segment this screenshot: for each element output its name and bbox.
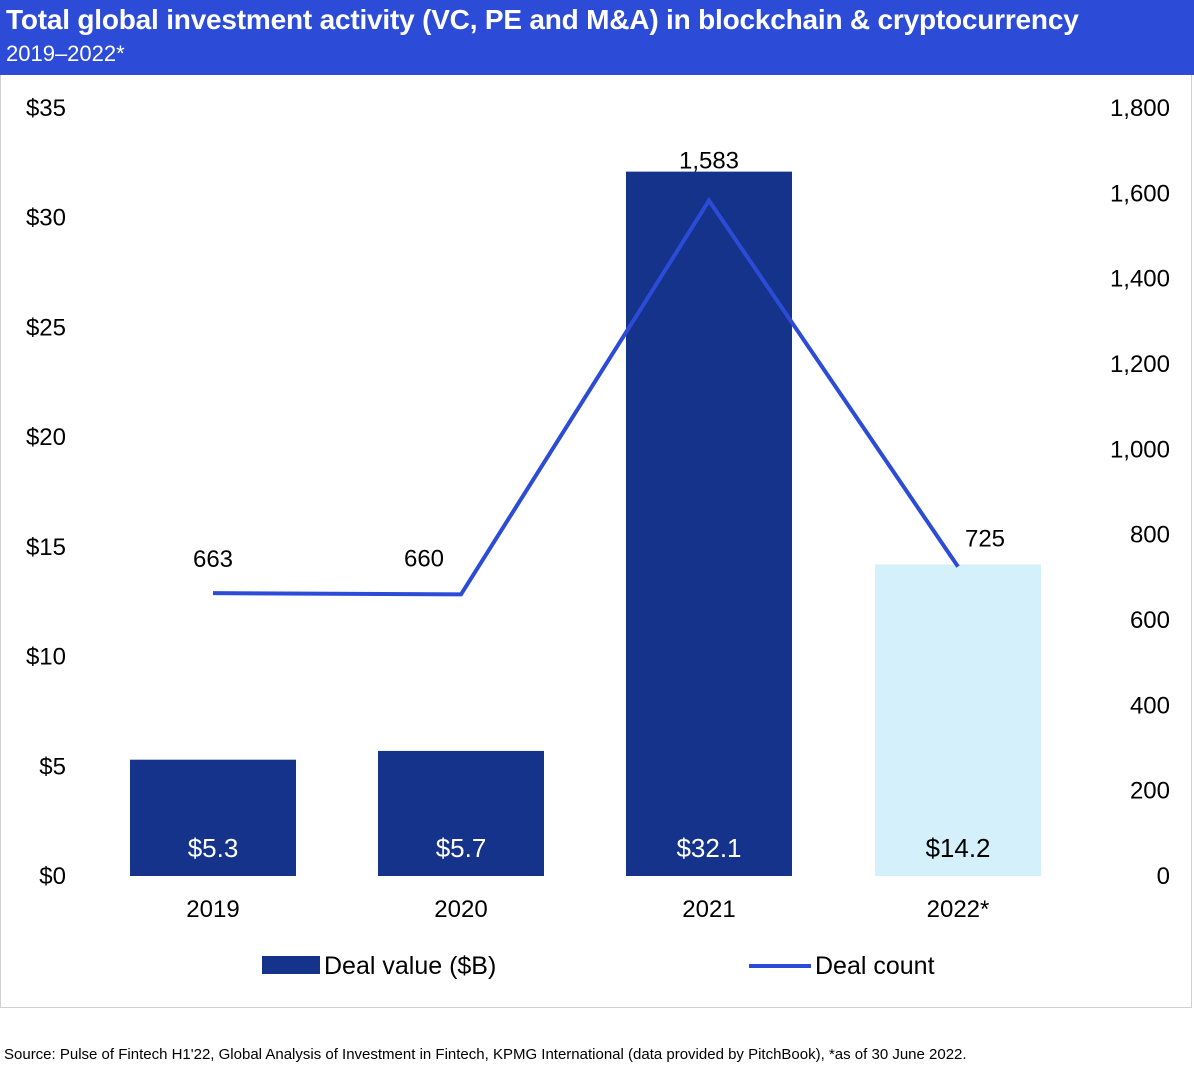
bar-2019 <box>130 759 296 876</box>
x-axis: 2019 2020 2021 2022* <box>186 896 989 923</box>
line-value-labels: 663 660 1,583 725 <box>193 148 1005 574</box>
bar-value-label: $5.3 <box>188 833 239 863</box>
combo-chart: $0 $5 $10 $15 $20 $25 $30 $35 0 200 400 600 800 1,00… <box>26 95 1170 980</box>
left-tick-label: $25 <box>26 314 66 341</box>
left-tick-label: $0 <box>39 863 66 890</box>
chart-frame <box>0 75 1192 1008</box>
right-tick-label: 600 <box>1130 607 1170 634</box>
source-footnote: Source: Pulse of Fintech H1'22, Global A… <box>4 1046 967 1063</box>
left-tick-label: $35 <box>26 95 66 122</box>
right-axis: 0 200 400 600 800 1,000 1,200 1,400 1,600 1,800 <box>1110 95 1170 890</box>
legend: Deal value ($B) Deal count <box>262 952 935 980</box>
chart-subtitle: 2019–2022* <box>6 41 125 66</box>
bar-2020 <box>378 750 544 876</box>
bar-2022* <box>875 564 1041 876</box>
bar-value-label: $32.1 <box>676 833 741 863</box>
chart-header: Total global investment activity (VC, PE… <box>0 0 1194 75</box>
legend-label-deal-count: Deal count <box>815 952 935 980</box>
right-tick-label: 1,600 <box>1110 180 1170 207</box>
bar-series <box>130 171 1041 877</box>
left-tick-label: $15 <box>26 534 66 561</box>
right-tick-label: 1,400 <box>1110 266 1170 293</box>
left-tick-label: $30 <box>26 205 66 232</box>
left-tick-label: $5 <box>39 753 66 780</box>
line-value-label: 1,583 <box>679 148 739 175</box>
left-tick-label: $10 <box>26 644 66 671</box>
x-tick-label: 2019 <box>186 896 239 923</box>
x-tick-label: 2022* <box>927 896 990 923</box>
x-tick-label: 2020 <box>434 896 487 923</box>
line-value-label: 663 <box>193 546 233 573</box>
bar-value-labels: $5.3 $5.7 $32.1 $14.2 <box>188 833 991 863</box>
right-tick-label: 200 <box>1130 778 1170 805</box>
right-tick-label: 1,000 <box>1110 436 1170 463</box>
x-tick-label: 2021 <box>682 896 735 923</box>
right-tick-label: 400 <box>1130 692 1170 719</box>
line-series <box>212 196 960 597</box>
bar-value-label: $14.2 <box>925 833 990 863</box>
chart-title: Total global investment activity (VC, PE… <box>6 4 1079 35</box>
legend-label-deal-value: Deal value ($B) <box>324 952 496 980</box>
bar-2021 <box>626 171 792 877</box>
right-tick-label: 1,200 <box>1110 351 1170 378</box>
right-tick-label: 1,800 <box>1110 95 1170 122</box>
legend-swatch-bar <box>262 956 320 974</box>
right-tick-label: 800 <box>1130 522 1170 549</box>
line-value-label: 725 <box>965 526 1005 553</box>
left-axis: $0 $5 $10 $15 $20 $25 $30 $35 <box>26 95 66 890</box>
right-tick-label: 0 <box>1157 863 1170 890</box>
left-tick-label: $20 <box>26 424 66 451</box>
deal-count-line <box>212 196 960 597</box>
bar-value-label: $5.7 <box>436 833 487 863</box>
line-value-label: 660 <box>404 545 444 572</box>
